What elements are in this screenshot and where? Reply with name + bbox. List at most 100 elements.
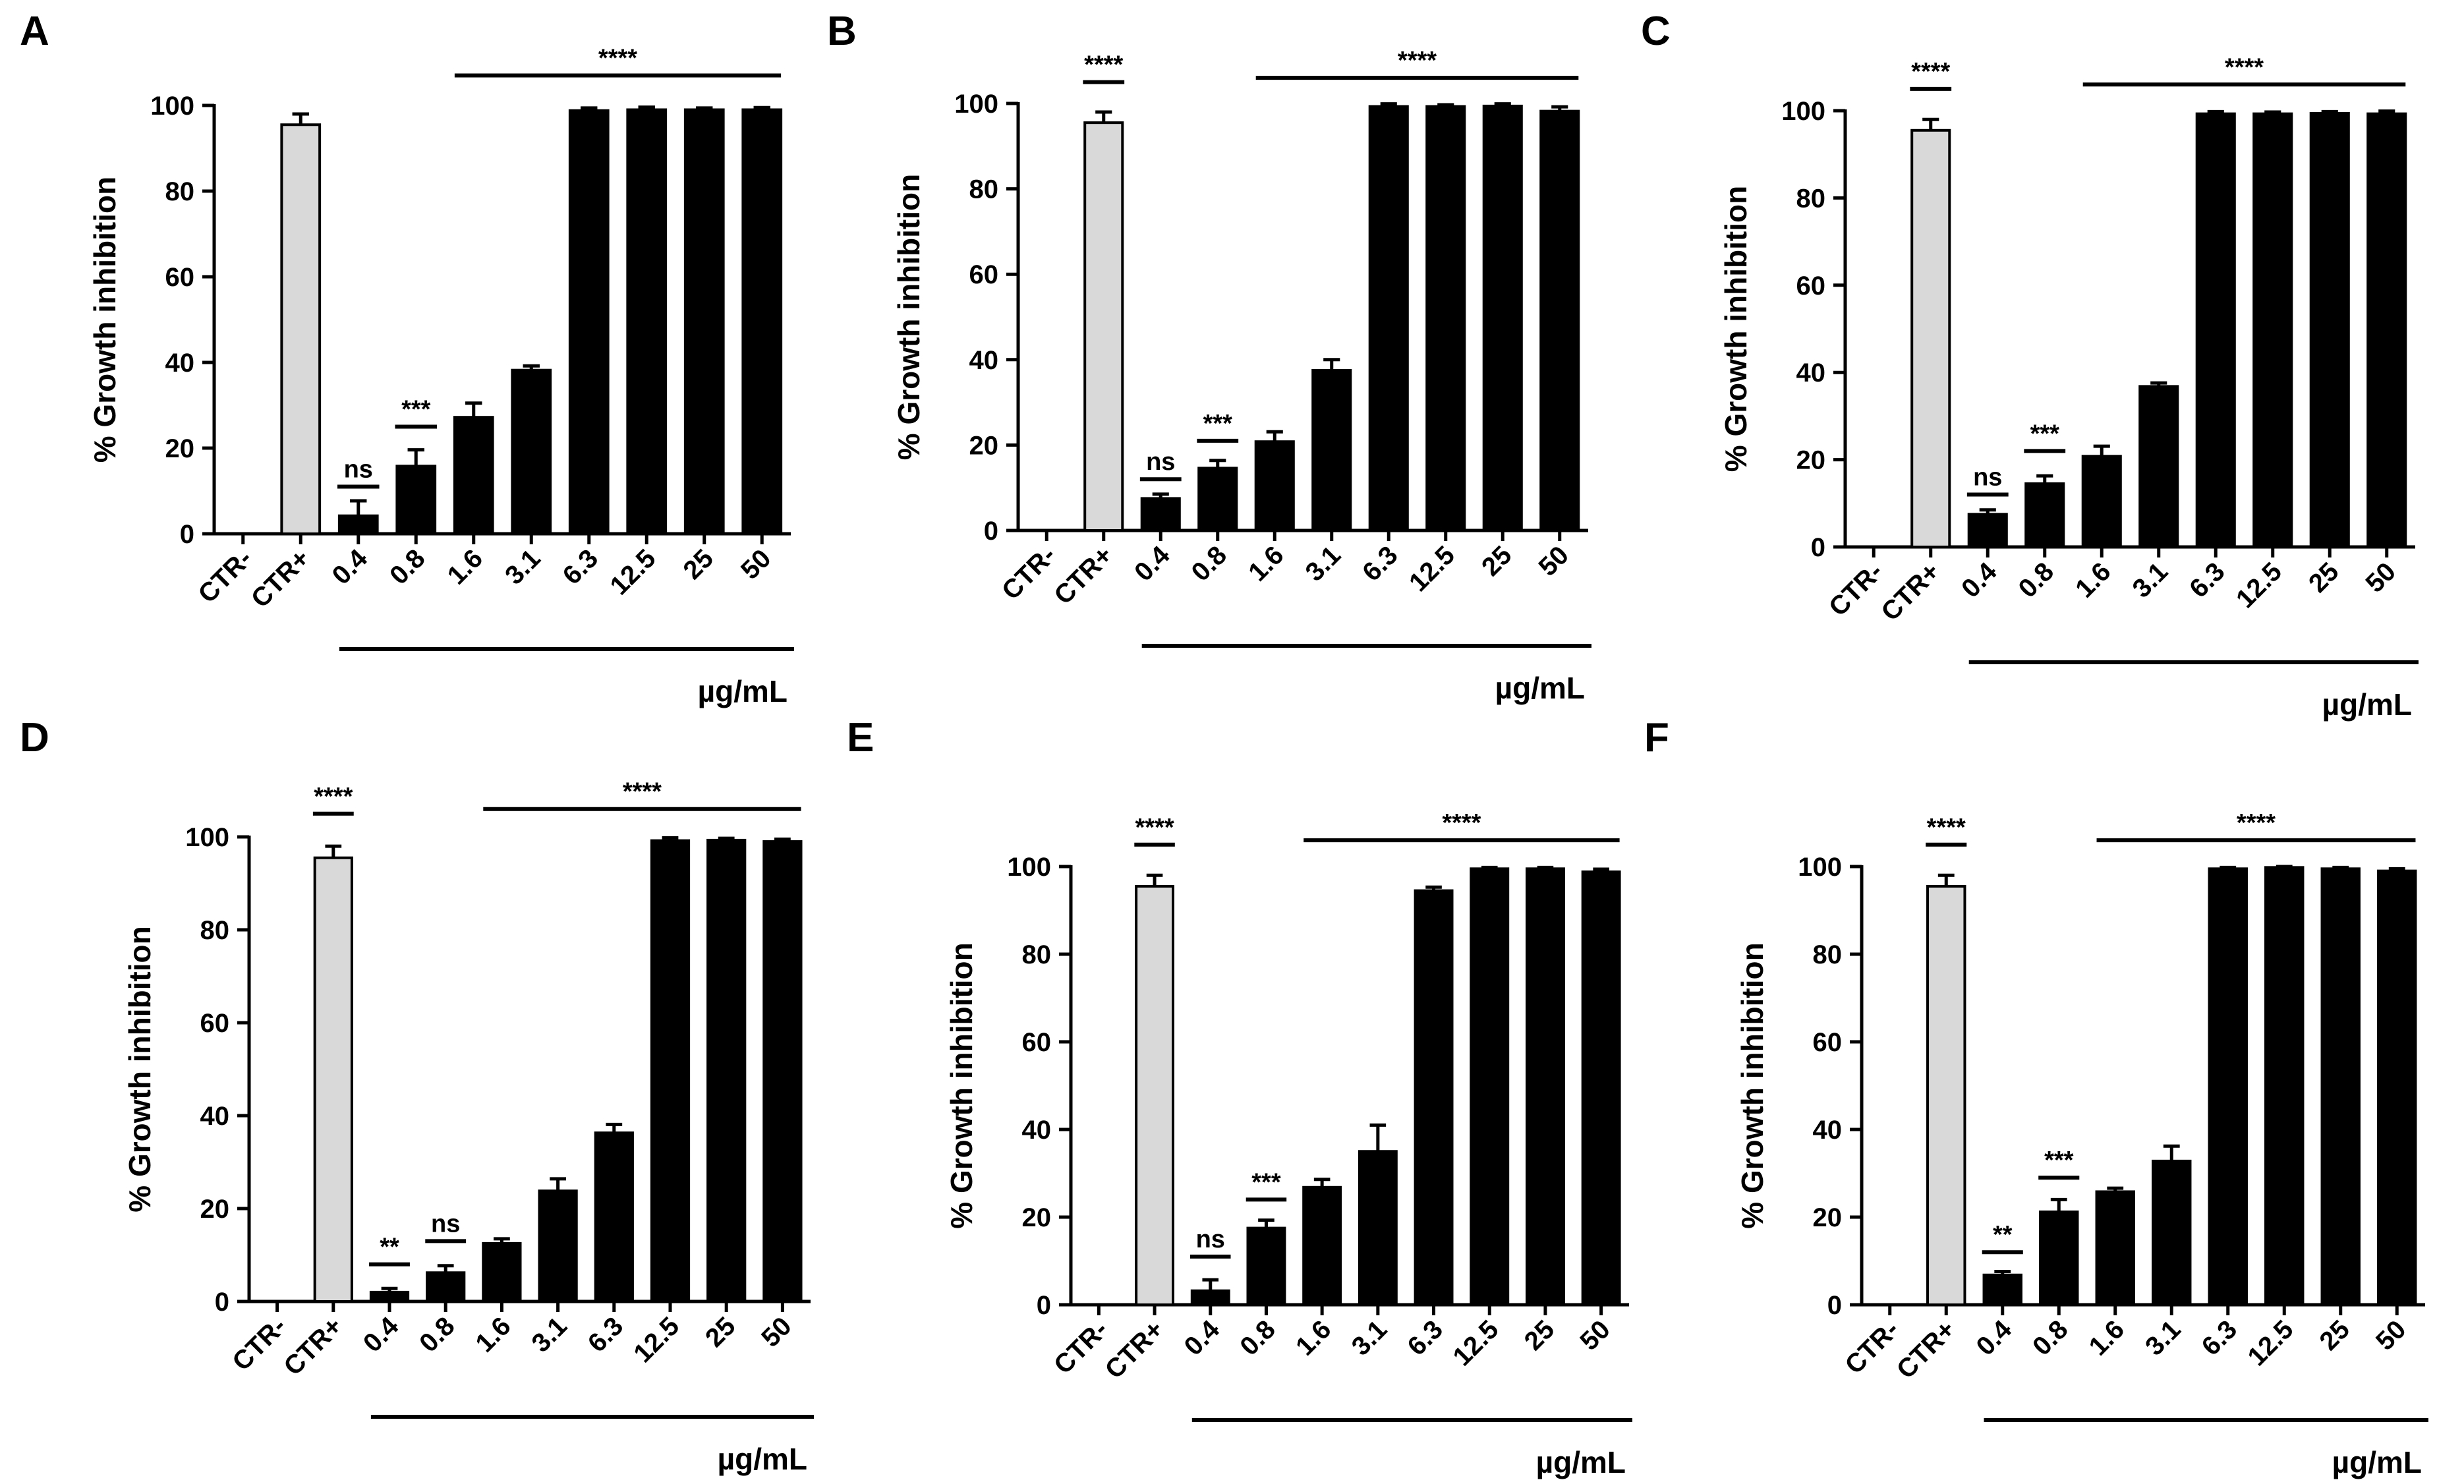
significance-label: ****	[314, 783, 353, 811]
x-tick-label: CTR-	[996, 540, 1062, 606]
y-tick-label: 0	[180, 520, 194, 549]
y-axis-label: % Growth inhibition	[892, 174, 926, 460]
bar	[482, 1241, 522, 1303]
y-tick-label: 80	[200, 916, 230, 945]
y-tick-label: 60	[969, 260, 999, 289]
y-tick-label: 80	[1796, 184, 1826, 213]
significance-label: ****	[2237, 809, 2276, 837]
bar	[2366, 112, 2407, 549]
bar	[1311, 369, 1352, 532]
x-tick-label: CTR-	[1823, 557, 1889, 622]
bar	[2195, 112, 2236, 549]
significance-label: ****	[1084, 51, 1123, 79]
x-tick-label: 1.6	[470, 1311, 516, 1357]
significance-label: ****	[1442, 809, 1481, 837]
y-tick-label: 60	[200, 1009, 230, 1038]
y-tick-label: 40	[969, 346, 999, 375]
bar	[2152, 1159, 2192, 1306]
x-tick-label: 1.6	[1290, 1315, 1336, 1361]
x-tick-label: 50	[756, 1311, 797, 1353]
x-tick-label: 25	[678, 544, 720, 585]
y-tick-label: 0	[1827, 1291, 1842, 1320]
x-tick-label: 3.1	[500, 544, 546, 590]
significance-label: ****	[598, 45, 637, 72]
y-tick-label: 60	[165, 263, 195, 292]
x-axis-unit-label: µg/mL	[2332, 1445, 2422, 1479]
panel-label: A	[20, 9, 49, 54]
x-tick-label: 25	[1519, 1315, 1561, 1356]
bar	[426, 1271, 466, 1303]
y-tick-label: 20	[1813, 1203, 1843, 1232]
x-tick-label: 0.8	[414, 1311, 460, 1357]
x-tick-label: 6.3	[1402, 1315, 1448, 1361]
panel-d: D 0 20 40 60 80 100 % Growth inhibition CTR-CTR+…	[20, 715, 814, 1476]
x-tick-label: 12.5	[2242, 1315, 2299, 1371]
y-axis-label: % Growth inhibition	[123, 926, 157, 1212]
x-tick-label: 25	[700, 1311, 741, 1353]
y-tick-label: 100	[1798, 853, 1842, 882]
x-tick-label: 50	[1574, 1315, 1616, 1356]
bar	[1525, 867, 1565, 1306]
significance-label: **	[380, 1234, 399, 1261]
significance-label: ***	[1203, 410, 1233, 438]
bar	[1482, 104, 1523, 532]
y-tick-label: 100	[954, 90, 998, 119]
significance-label: ****	[1135, 814, 1174, 842]
y-tick-label: 20	[1022, 1203, 1052, 1232]
bar	[762, 840, 803, 1303]
x-tick-label: 0.8	[1186, 540, 1232, 586]
x-axis-unit-label: µg/mL	[718, 1442, 807, 1476]
bar	[369, 1290, 410, 1303]
bar	[1254, 440, 1295, 532]
x-tick-label: CTR+	[1876, 557, 1945, 627]
y-axis-label: % Growth inhibition	[88, 177, 122, 463]
panel-label: C	[1641, 9, 1671, 54]
panel-label: B	[827, 9, 857, 54]
y-axis-label: % Growth inhibition	[1719, 186, 1753, 472]
x-tick-label: CTR-	[1839, 1315, 1905, 1380]
panel-label: D	[20, 715, 49, 760]
panel-label: F	[1644, 715, 1669, 760]
bar	[1190, 1289, 1230, 1306]
x-tick-label: 3.1	[2140, 1315, 2186, 1361]
bar	[683, 108, 725, 535]
x-axis-unit-label: µg/mL	[1495, 671, 1585, 705]
y-tick-label: 20	[200, 1195, 230, 1224]
x-tick-label: 25	[2303, 557, 2345, 598]
x-tick-label: 6.3	[1357, 540, 1403, 586]
significance-label: ****	[1398, 47, 1437, 74]
y-tick-label: 60	[1022, 1028, 1052, 1057]
x-tick-label: CTR+	[1100, 1315, 1170, 1384]
x-tick-label: 25	[2314, 1315, 2356, 1356]
significance-label: ns	[1146, 448, 1175, 476]
x-tick-label: 6.3	[2196, 1315, 2243, 1361]
x-tick-label: CTR-	[1048, 1315, 1114, 1380]
significance-label: ns	[1196, 1226, 1225, 1253]
bar	[1967, 513, 2008, 548]
significance-label: ns	[1973, 464, 2002, 492]
x-axis-unit-label: µg/mL	[698, 674, 788, 708]
significance-label: ***	[1251, 1168, 1281, 1196]
y-tick-label: 0	[984, 517, 998, 546]
x-tick-label: 50	[1533, 540, 1575, 582]
panel-c: C 0 20 40 60 80 100 % Growth inhibition CTR-CTR+…	[1641, 9, 2419, 722]
panel-a: A 0 20 40 60 80 100 % Growth inhibition CTR-CTR+…	[20, 9, 794, 708]
x-tick-label: 6.3	[558, 544, 604, 590]
panel-f: F 0 20 40 60 80 100 % Growth inhibition CTR-CTR+…	[1644, 715, 2428, 1479]
x-tick-label: 6.3	[583, 1311, 629, 1357]
bar	[1358, 1150, 1398, 1306]
x-tick-label: 3.1	[2127, 557, 2173, 603]
bar	[453, 416, 494, 536]
bar	[2309, 111, 2350, 549]
y-axis-label: % Growth inhibition	[944, 942, 979, 1228]
x-tick-label: 6.3	[2184, 557, 2230, 603]
bar	[1425, 105, 1466, 532]
bar	[2024, 482, 2065, 549]
bar	[1246, 1226, 1286, 1306]
bar	[538, 1189, 578, 1303]
y-tick-label: 100	[185, 823, 229, 852]
x-tick-label: 0.4	[1956, 557, 2003, 604]
x-tick-label: 50	[2361, 557, 2402, 598]
x-tick-label: CTR+	[1048, 540, 1118, 610]
x-tick-label: 0.4	[1179, 1315, 1226, 1361]
